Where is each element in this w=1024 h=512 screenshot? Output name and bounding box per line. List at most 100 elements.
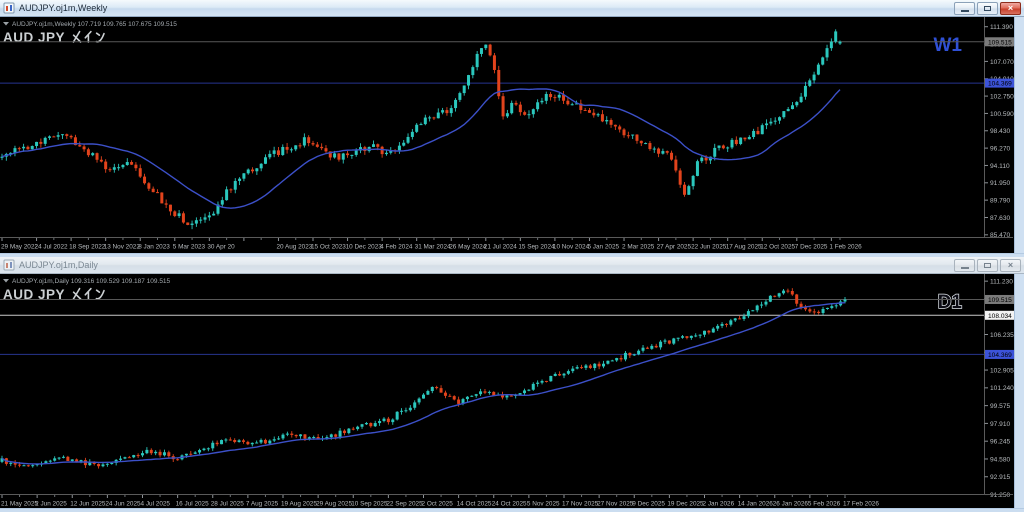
svg-text:7 Aug 2025: 7 Aug 2025 [246,501,279,508]
svg-text:9 Dec 2025: 9 Dec 2025 [632,501,665,508]
svg-text:96.245: 96.245 [990,439,1011,446]
candlestick-chart-daily[interactable]: AUDJPY.oj1m,Daily 109.316 109.529 109.18… [0,274,1024,508]
svg-text:14 Oct 2025: 14 Oct 2025 [457,501,492,508]
timeframe-badge-w1: W1 [934,35,963,56]
svg-text:24 Oct 2025: 24 Oct 2025 [492,501,527,508]
svg-text:107.070: 107.070 [990,59,1014,66]
svg-text:100.590: 100.590 [990,111,1014,118]
svg-text:94.580: 94.580 [990,456,1011,463]
svg-text:19 Aug 2025: 19 Aug 2025 [281,501,317,508]
svg-text:96.270: 96.270 [990,146,1011,153]
svg-text:26 May 2024: 26 May 2024 [449,244,486,251]
svg-text:13 Nov 2022: 13 Nov 2022 [104,244,141,251]
close-button[interactable]: × [1000,258,1021,272]
svg-text:97.910: 97.910 [990,421,1011,428]
plot-area-weekly[interactable] [0,29,984,230]
symbol-dropdown-icon[interactable] [3,22,9,26]
svg-text:10 Nov 2024: 10 Nov 2024 [553,244,590,251]
svg-text:7 Dec 2025: 7 Dec 2025 [795,244,828,251]
window-border [0,253,1024,257]
svg-text:92.915: 92.915 [990,474,1011,481]
svg-text:104.369: 104.369 [988,352,1012,359]
svg-text:4 Jul 2025: 4 Jul 2025 [141,501,171,508]
minimize-icon [960,266,969,269]
svg-text:108.034: 108.034 [988,313,1012,320]
svg-text:91.250: 91.250 [990,492,1011,499]
svg-text:30 Apr 20: 30 Apr 20 [207,244,235,251]
symbol-label-kana-main [72,30,105,43]
svg-text:8 Jan 2023: 8 Jan 2023 [138,244,170,251]
ohlc-info-weekly: AUDJPY.oj1m,Weekly 107.719 109.765 107.6… [3,21,177,28]
svg-text:102.905: 102.905 [990,367,1014,374]
window-right-border [1014,17,1024,253]
bid-price-line-price-box [985,294,1014,304]
svg-text:16 Jul 2025: 16 Jul 2025 [176,501,209,508]
svg-text:21 May 2025: 21 May 2025 [1,501,38,508]
svg-text:85.470: 85.470 [990,232,1011,239]
minimize-button[interactable] [954,258,975,272]
ohlc-info-text: AUDJPY.oj1m,Daily 109.316 109.529 109.18… [12,278,171,285]
svg-text:12 Jun 2025: 12 Jun 2025 [70,501,106,508]
svg-text:91.950: 91.950 [990,180,1011,187]
svg-text:89.790: 89.790 [990,198,1011,205]
candles-daily [0,288,847,469]
chart-window-daily: AUDJPY.oj1m,Daily × AUDJPY.oj1m,Daily 10… [0,257,1024,512]
window-right-border [1014,274,1024,508]
moving-average-line [1,88,841,209]
svg-text:29 Aug 2025: 29 Aug 2025 [316,501,352,508]
restore-icon [984,5,991,11]
svg-text:104.369: 104.369 [988,81,1012,88]
horizontal-line-blue-price-box [985,349,1014,359]
svg-text:17 Nov 2025: 17 Nov 2025 [562,501,599,508]
svg-text:98.430: 98.430 [990,128,1011,135]
svg-text:87.630: 87.630 [990,215,1011,222]
svg-text:106.235: 106.235 [990,332,1014,339]
svg-text:27 Nov 2025: 27 Nov 2025 [597,501,634,508]
symbol-label: AUD JPY [3,287,65,302]
svg-text:24 Jun 2025: 24 Jun 2025 [105,501,141,508]
svg-text:19 Dec 2025: 19 Dec 2025 [667,501,704,508]
svg-text:111.230: 111.230 [990,279,1013,286]
svg-text:1 Feb 2026: 1 Feb 2026 [829,244,862,251]
price-axis-weekly[interactable]: 111.390109.230107.070104.910102.750100.5… [984,17,1015,239]
restore-button[interactable] [977,258,998,272]
close-button[interactable]: × [1000,1,1021,15]
horizontal-line-white-price-box [985,310,1014,320]
window-title: AUDJPY.oj1m,Daily [19,260,98,270]
svg-text:5 Feb 2026: 5 Feb 2026 [808,501,841,508]
candlestick-chart-weekly[interactable]: AUDJPY.oj1m,Weekly 107.719 109.765 107.6… [0,17,1024,253]
price-axis-daily[interactable]: 111.230109.565107.900106.235104.570102.9… [984,274,1015,499]
close-icon: × [1007,2,1014,13]
timeframe-badge-d1: D1 [938,292,963,313]
titlebar-weekly[interactable]: AUDJPY.oj1m,Weekly × [0,0,1024,17]
svg-text:99.575: 99.575 [990,403,1011,410]
candles-weekly [0,29,842,230]
svg-text:111.390: 111.390 [990,24,1013,31]
svg-text:2 Jan 2026: 2 Jan 2026 [703,501,735,508]
svg-text:2 Mar 2025: 2 Mar 2025 [622,244,655,251]
minimize-button[interactable] [954,1,975,15]
svg-text:21 Jul 2024: 21 Jul 2024 [484,244,517,251]
chart-document-icon [3,259,15,271]
symbol-dropdown-icon[interactable] [3,279,9,283]
ohlc-info-daily: AUDJPY.oj1m,Daily 109.316 109.529 109.18… [3,278,171,285]
svg-text:18 Sep 2022: 18 Sep 2022 [69,244,106,251]
svg-text:5 Nov 2025: 5 Nov 2025 [527,501,560,508]
svg-text:14 Jan 2026: 14 Jan 2026 [738,501,774,508]
symbol-label-kana-main [72,287,105,300]
svg-text:102.750: 102.750 [990,93,1014,100]
svg-text:20 Aug 2023: 20 Aug 2023 [276,244,312,251]
svg-text:26 Jan 2026: 26 Jan 2026 [773,501,809,508]
svg-text:17 Aug 2025: 17 Aug 2025 [726,244,762,251]
svg-text:22 Sep 2025: 22 Sep 2025 [386,501,423,508]
svg-text:28 Jul 2025: 28 Jul 2025 [211,501,244,508]
svg-text:27 Apr 2025: 27 Apr 2025 [657,244,692,251]
plot-area-daily[interactable] [0,288,984,469]
titlebar-daily[interactable]: AUDJPY.oj1m,Daily × [0,257,1024,274]
svg-text:24 Jul 2022: 24 Jul 2022 [35,244,68,251]
svg-text:4 Feb 2024: 4 Feb 2024 [380,244,413,251]
close-icon: × [1007,259,1014,270]
restore-button[interactable] [977,1,998,15]
